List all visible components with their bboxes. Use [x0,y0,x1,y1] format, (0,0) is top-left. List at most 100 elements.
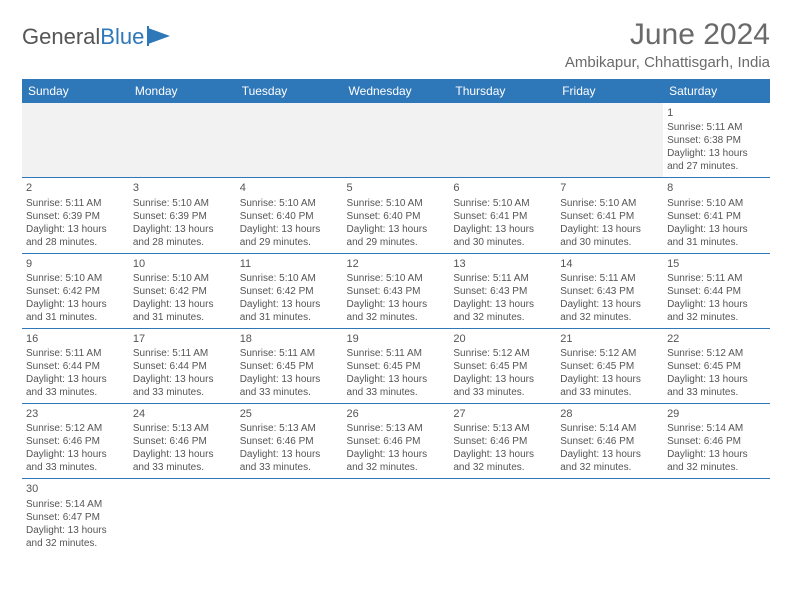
daylight-line: Daylight: 13 hours and 32 minutes. [347,448,446,474]
sunset-line: Sunset: 6:45 PM [347,360,446,373]
calendar-cell: 1Sunrise: 5:11 AMSunset: 6:38 PMDaylight… [663,103,770,178]
daylight-line: Daylight: 13 hours and 27 minutes. [667,147,766,173]
calendar-cell: 20Sunrise: 5:12 AMSunset: 6:45 PMDayligh… [449,328,556,403]
sunset-line: Sunset: 6:46 PM [347,435,446,448]
sunset-line: Sunset: 6:46 PM [560,435,659,448]
sunset-line: Sunset: 6:47 PM [26,511,125,524]
day-number: 25 [240,407,339,421]
daylight-line: Daylight: 13 hours and 33 minutes. [560,373,659,399]
calendar-cell [236,103,343,178]
calendar-cell [343,479,450,554]
daylight-line: Daylight: 13 hours and 32 minutes. [667,448,766,474]
daylight-line: Daylight: 13 hours and 29 minutes. [347,223,446,249]
day-number: 26 [347,407,446,421]
calendar-cell: 21Sunrise: 5:12 AMSunset: 6:45 PMDayligh… [556,328,663,403]
sunset-line: Sunset: 6:46 PM [453,435,552,448]
calendar-cell: 3Sunrise: 5:10 AMSunset: 6:39 PMDaylight… [129,178,236,253]
day-number: 30 [26,482,125,496]
day-number: 8 [667,181,766,195]
calendar-cell: 2Sunrise: 5:11 AMSunset: 6:39 PMDaylight… [22,178,129,253]
calendar-cell [449,479,556,554]
daylight-line: Daylight: 13 hours and 33 minutes. [133,373,232,399]
sunrise-line: Sunrise: 5:10 AM [667,197,766,210]
sunset-line: Sunset: 6:40 PM [240,210,339,223]
calendar-cell: 5Sunrise: 5:10 AMSunset: 6:40 PMDaylight… [343,178,450,253]
title-block: June 2024 Ambikapur, Chhattisgarh, India [565,18,770,71]
daylight-line: Daylight: 13 hours and 33 minutes. [240,448,339,474]
daylight-line: Daylight: 13 hours and 31 minutes. [133,298,232,324]
sunrise-line: Sunrise: 5:10 AM [453,197,552,210]
sunset-line: Sunset: 6:41 PM [560,210,659,223]
calendar-cell: 13Sunrise: 5:11 AMSunset: 6:43 PMDayligh… [449,253,556,328]
calendar-cell: 6Sunrise: 5:10 AMSunset: 6:41 PMDaylight… [449,178,556,253]
day-number: 24 [133,407,232,421]
daylight-line: Daylight: 13 hours and 30 minutes. [560,223,659,249]
day-number: 23 [26,407,125,421]
sunset-line: Sunset: 6:42 PM [240,285,339,298]
sunrise-line: Sunrise: 5:12 AM [453,347,552,360]
location-label: Ambikapur, Chhattisgarh, India [565,54,770,71]
calendar-cell: 26Sunrise: 5:13 AMSunset: 6:46 PMDayligh… [343,404,450,479]
sunrise-line: Sunrise: 5:10 AM [240,272,339,285]
calendar-cell: 24Sunrise: 5:13 AMSunset: 6:46 PMDayligh… [129,404,236,479]
weekday-header: Saturday [663,79,770,103]
calendar-cell: 25Sunrise: 5:13 AMSunset: 6:46 PMDayligh… [236,404,343,479]
sunset-line: Sunset: 6:43 PM [560,285,659,298]
day-number: 1 [667,106,766,120]
sunrise-line: Sunrise: 5:11 AM [240,347,339,360]
daylight-line: Daylight: 13 hours and 33 minutes. [347,373,446,399]
sunrise-line: Sunrise: 5:10 AM [560,197,659,210]
daylight-line: Daylight: 13 hours and 28 minutes. [26,223,125,249]
sunrise-line: Sunrise: 5:11 AM [453,272,552,285]
daylight-line: Daylight: 13 hours and 32 minutes. [667,298,766,324]
logo-flag-icon [146,26,172,46]
sunrise-line: Sunrise: 5:10 AM [133,197,232,210]
day-number: 28 [560,407,659,421]
calendar-cell: 12Sunrise: 5:10 AMSunset: 6:43 PMDayligh… [343,253,450,328]
calendar-cell: 30Sunrise: 5:14 AMSunset: 6:47 PMDayligh… [22,479,129,554]
day-number: 2 [26,181,125,195]
sunrise-line: Sunrise: 5:11 AM [26,347,125,360]
sunrise-line: Sunrise: 5:10 AM [133,272,232,285]
calendar-cell: 9Sunrise: 5:10 AMSunset: 6:42 PMDaylight… [22,253,129,328]
day-number: 19 [347,332,446,346]
calendar-cell [22,103,129,178]
sunrise-line: Sunrise: 5:13 AM [240,422,339,435]
daylight-line: Daylight: 13 hours and 33 minutes. [453,373,552,399]
sunset-line: Sunset: 6:44 PM [667,285,766,298]
sunset-line: Sunset: 6:41 PM [453,210,552,223]
day-number: 21 [560,332,659,346]
daylight-line: Daylight: 13 hours and 28 minutes. [133,223,232,249]
day-number: 29 [667,407,766,421]
calendar-cell: 11Sunrise: 5:10 AMSunset: 6:42 PMDayligh… [236,253,343,328]
daylight-line: Daylight: 13 hours and 32 minutes. [347,298,446,324]
day-number: 6 [453,181,552,195]
sunset-line: Sunset: 6:39 PM [26,210,125,223]
page-title: June 2024 [565,18,770,52]
calendar-cell [663,479,770,554]
sunset-line: Sunset: 6:43 PM [453,285,552,298]
calendar-cell: 23Sunrise: 5:12 AMSunset: 6:46 PMDayligh… [22,404,129,479]
day-number: 9 [26,257,125,271]
day-number: 7 [560,181,659,195]
sunset-line: Sunset: 6:46 PM [26,435,125,448]
brand-second: Blue [100,24,144,50]
sunset-line: Sunset: 6:41 PM [667,210,766,223]
day-number: 13 [453,257,552,271]
daylight-line: Daylight: 13 hours and 33 minutes. [133,448,232,474]
calendar-cell: 17Sunrise: 5:11 AMSunset: 6:44 PMDayligh… [129,328,236,403]
sunset-line: Sunset: 6:45 PM [667,360,766,373]
calendar-cell [556,479,663,554]
day-number: 10 [133,257,232,271]
daylight-line: Daylight: 13 hours and 32 minutes. [560,298,659,324]
day-number: 15 [667,257,766,271]
day-number: 18 [240,332,339,346]
calendar-cell [449,103,556,178]
sunset-line: Sunset: 6:40 PM [347,210,446,223]
sunset-line: Sunset: 6:45 PM [560,360,659,373]
calendar-cell [556,103,663,178]
sunset-line: Sunset: 6:46 PM [240,435,339,448]
sunrise-line: Sunrise: 5:11 AM [667,272,766,285]
sunset-line: Sunset: 6:45 PM [453,360,552,373]
sunrise-line: Sunrise: 5:12 AM [560,347,659,360]
